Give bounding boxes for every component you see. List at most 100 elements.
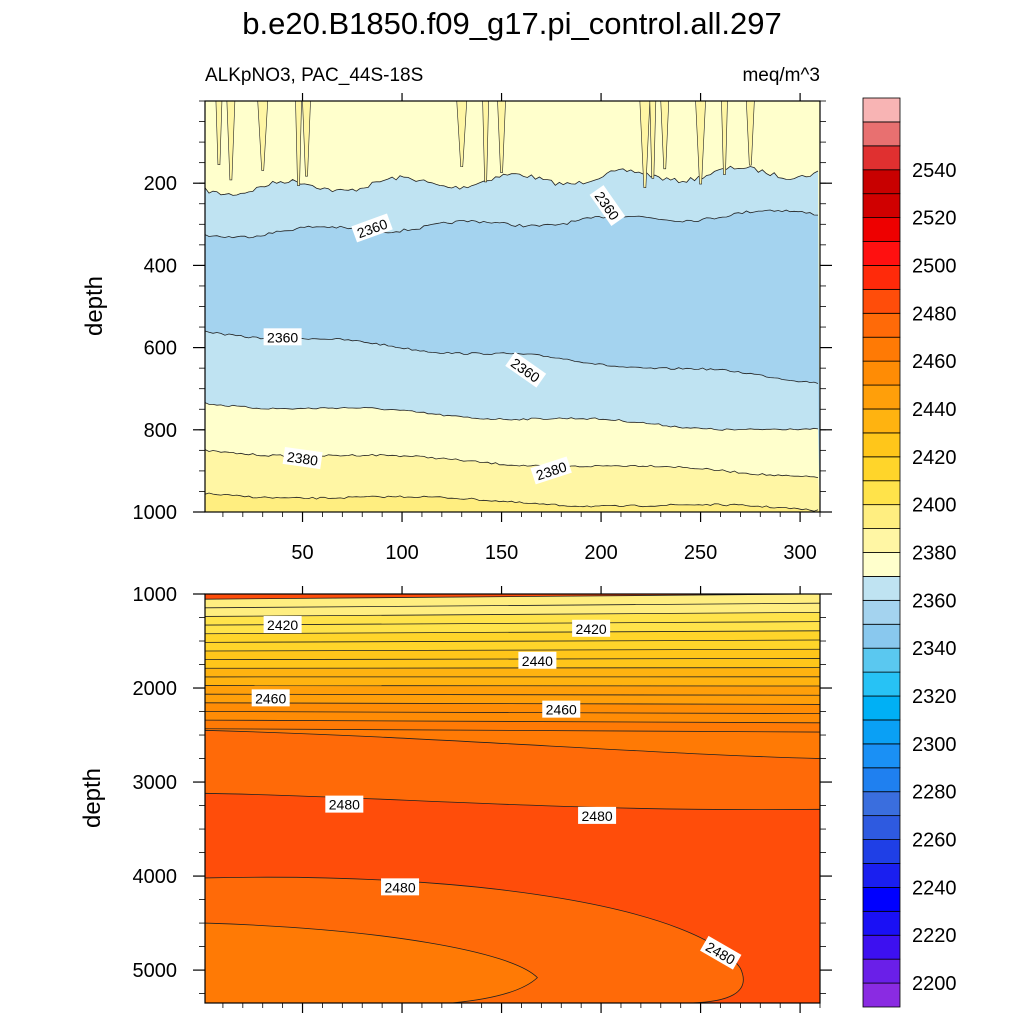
contour-label-text: 2420 — [576, 621, 607, 637]
colorbar-label: 2500 — [912, 255, 957, 277]
y-tick-label: 3000 — [133, 772, 178, 794]
contour-label: 2420 — [263, 616, 302, 634]
colorbar-box — [862, 121, 901, 147]
lower-contour-line — [205, 667, 820, 669]
y-tick-label: 5000 — [133, 960, 178, 982]
upper-surface-spike — [257, 101, 269, 171]
upper-surface-spike — [649, 101, 657, 179]
upper-surface-spike — [456, 101, 468, 168]
contour-label: 2380 — [282, 447, 323, 470]
colorbar-label: 2280 — [912, 782, 957, 804]
upper-band-4 — [205, 449, 820, 512]
colorbar-box — [862, 145, 901, 171]
colorbar-box — [862, 958, 901, 984]
colorbar-box — [862, 384, 901, 410]
y-tick-label: 1000 — [133, 502, 178, 524]
colorbar-box — [862, 312, 901, 338]
upper-surface-spike — [482, 101, 489, 183]
x-tick-label: 150 — [485, 542, 518, 564]
contour-label-text: 2460 — [546, 702, 577, 718]
lower-contour-line — [205, 658, 820, 661]
upper-surface-spike — [639, 101, 651, 189]
upper-contour-line-0 — [205, 165, 819, 196]
upper-surface-spike — [302, 101, 311, 177]
colorbar-label: 2200 — [912, 973, 957, 995]
contour-label: 2420 — [572, 619, 611, 637]
colorbar-box — [862, 97, 901, 123]
colorbar-box — [862, 815, 901, 840]
colorbar-box — [862, 599, 901, 625]
colorbar-box — [862, 456, 901, 482]
y-tick-label: 2000 — [133, 678, 178, 700]
colorbar-box — [862, 839, 901, 864]
contour-label-text: 2480 — [329, 797, 360, 813]
colorbar-label: 2520 — [912, 208, 957, 230]
lower-band-deep-2460 — [205, 922, 538, 1003]
y-tick-label: 600 — [144, 338, 177, 360]
colorbar-box — [862, 552, 901, 577]
lower-axes: 1000 2000 3000 4000 5000 — [133, 584, 832, 1013]
colorbar-label: 2300 — [912, 734, 957, 756]
contour-label: 2460 — [251, 689, 290, 707]
colorbar-box — [862, 695, 901, 721]
lower-contour-line — [205, 648, 820, 652]
x-tick-label: 250 — [684, 542, 717, 564]
colorbar-label: 2540 — [912, 160, 957, 182]
colorbar-box — [862, 360, 901, 386]
colorbar-box — [862, 982, 901, 1008]
colorbar-box — [862, 671, 901, 697]
x-tick-label: 50 — [291, 542, 313, 564]
contour-label-text: 2420 — [267, 617, 298, 633]
upper-surface-spike — [660, 101, 670, 170]
lower-contour-line — [205, 639, 820, 643]
upper-band-5 — [205, 493, 820, 512]
colorbar-box — [862, 480, 901, 506]
colorbar-box — [862, 910, 901, 936]
colorbar-label: 2440 — [912, 399, 957, 421]
colorbar: 2200 2220 2240 2260 2280 2300 2320 2340 2360 2380… — [862, 97, 957, 1008]
y-tick-label: 1000 — [133, 584, 178, 606]
colorbar-box — [862, 719, 901, 745]
contour-label-text: 2460 — [255, 690, 286, 706]
colorbar-box — [862, 647, 901, 673]
upper-surface-spike — [721, 101, 728, 175]
lower-contour-line — [205, 602, 820, 609]
contour-label: 2480 — [325, 795, 364, 813]
colorbar-box — [862, 767, 901, 793]
colorbar-label: 2360 — [912, 590, 957, 612]
lower-contour-line — [205, 728, 820, 733]
contour-label-text: 2480 — [582, 808, 613, 824]
contour-label-text: 2480 — [384, 879, 415, 895]
upper-axes: 50 100 150 200 250 300 200 400 600 800 1000 — [133, 93, 832, 564]
lower-contour-line — [205, 621, 820, 626]
y-tick-label: 400 — [144, 255, 177, 277]
upper-surface-spike — [295, 101, 302, 186]
y-tick-label: 200 — [144, 173, 177, 195]
colorbar-box — [862, 336, 901, 362]
contour-label-text: 2380 — [286, 448, 319, 468]
colorbar-box — [862, 169, 901, 195]
colorbar-label: 2220 — [912, 925, 957, 947]
colorbar-box — [862, 241, 901, 266]
y-tick-label: 4000 — [133, 866, 178, 888]
colorbar-box — [862, 432, 901, 458]
lower-contour-line — [205, 630, 820, 635]
units-subtitle: meq/m^3 — [742, 65, 820, 86]
upper-surface-spike — [497, 101, 506, 173]
colorbar-label: 2420 — [912, 447, 957, 469]
colorbar-label: 2260 — [912, 830, 957, 852]
contour-label: 2360 — [263, 328, 302, 346]
colorbar-box — [862, 288, 901, 314]
contour-label: 2440 — [518, 651, 557, 669]
colorbar-box — [862, 408, 901, 434]
lower-contour-line — [205, 711, 820, 715]
colorbar-box — [862, 791, 901, 817]
upper-contour-line-1 — [205, 209, 819, 239]
lower-contour-line — [205, 702, 820, 705]
plot-frame — [204, 593, 821, 1004]
chart-title: b.e20.B1850.f09_g17.pi_control.all.297 — [242, 6, 782, 41]
x-tick-label: 300 — [783, 542, 816, 564]
colorbar-label: 2380 — [912, 543, 957, 565]
